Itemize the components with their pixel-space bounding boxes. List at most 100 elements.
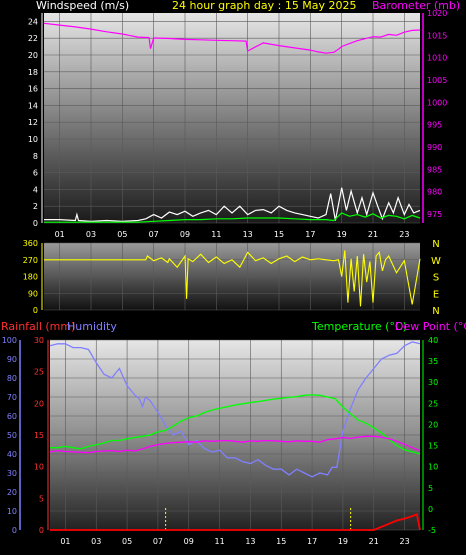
direction-y-tick: 90 bbox=[28, 289, 38, 298]
series-rainfall bbox=[50, 512, 421, 531]
humidity-label: Humidity bbox=[67, 320, 117, 333]
x-tick-label: 23 bbox=[399, 537, 409, 546]
barometer-y-tick: 995 bbox=[427, 121, 442, 130]
wind-y-tick: 2 bbox=[33, 202, 38, 211]
x-tick-label: 21 bbox=[368, 230, 378, 239]
rain-y-tick: 10 bbox=[34, 463, 44, 472]
x-tick-label: 09 bbox=[184, 537, 194, 546]
x-tick-label: 05 bbox=[117, 230, 127, 239]
humidity-y-tick: 100 bbox=[2, 336, 17, 345]
x-tick-label: 01 bbox=[60, 537, 70, 546]
wind-y-tick: 4 bbox=[33, 185, 38, 194]
wind-panel-bg bbox=[44, 13, 420, 223]
dewpoint-label: Dew Point (°C) bbox=[395, 320, 466, 333]
temp-y-tick: 10 bbox=[428, 463, 438, 472]
direction-y-tick: 0 bbox=[33, 306, 38, 315]
wind-y-tick: 8 bbox=[33, 152, 38, 161]
barometer-axis-title: Barometer (mb) bbox=[372, 0, 460, 12]
barometer-y-tick: 975 bbox=[427, 210, 442, 219]
humidity-y-tick: 40 bbox=[7, 450, 17, 459]
x-tick-label: 15 bbox=[274, 230, 284, 239]
x-tick-label: 11 bbox=[214, 537, 224, 546]
series-humidity bbox=[49, 341, 421, 478]
wind-y-tick: 0 bbox=[33, 219, 38, 228]
rain-y-tick: 30 bbox=[34, 336, 44, 345]
temp-y-tick: 15 bbox=[428, 442, 438, 451]
x-tick-label: 01 bbox=[55, 230, 65, 239]
wind-axis-title: Windspeed (m/s) bbox=[36, 0, 129, 12]
x-tick-label: 03 bbox=[91, 537, 101, 546]
wind-y-tick: 6 bbox=[33, 169, 38, 178]
wind-y-tick: 24 bbox=[28, 17, 38, 26]
wind-y-tick: 14 bbox=[28, 101, 38, 110]
humidity-y-tick: 70 bbox=[7, 393, 17, 402]
humidity-y-tick: 20 bbox=[7, 488, 17, 497]
temp-y-tick: 0 bbox=[428, 505, 433, 514]
wind-y-tick: 16 bbox=[28, 85, 38, 94]
series-wind-direction bbox=[44, 250, 421, 307]
humidity-y-tick: 10 bbox=[7, 507, 17, 516]
rain-y-tick: 0 bbox=[39, 526, 44, 535]
compass-label: N bbox=[432, 239, 439, 250]
rain-y-tick: 15 bbox=[34, 431, 44, 440]
x-tick-label: 17 bbox=[305, 230, 315, 239]
barometer-y-tick: 980 bbox=[427, 188, 442, 197]
wind-y-tick: 12 bbox=[28, 118, 38, 127]
x-tick-label: 03 bbox=[86, 230, 96, 239]
series-temperature bbox=[50, 394, 421, 455]
barometer-y-tick: 1005 bbox=[427, 76, 447, 85]
temp-y-tick: 20 bbox=[428, 420, 438, 429]
compass-label: N bbox=[432, 306, 439, 317]
wind-y-tick: 18 bbox=[28, 68, 38, 77]
graph-title: 24 hour graph day : 15 May 2025 bbox=[172, 0, 357, 12]
humidity-y-tick: 30 bbox=[7, 469, 17, 478]
x-tick-label: 09 bbox=[180, 230, 190, 239]
barometer-y-tick: 990 bbox=[427, 143, 442, 152]
barometer-y-tick: 985 bbox=[427, 165, 442, 174]
series-wind bbox=[44, 212, 421, 223]
temp-y-tick: 25 bbox=[428, 399, 438, 408]
compass-label: E bbox=[433, 289, 439, 300]
wind-y-tick: 22 bbox=[28, 34, 38, 43]
temp-y-tick: 5 bbox=[428, 484, 433, 493]
x-tick-label: 15 bbox=[276, 537, 286, 546]
direction-y-tick: 360 bbox=[23, 239, 38, 248]
wind-y-tick: 20 bbox=[28, 51, 38, 60]
x-tick-label: 07 bbox=[153, 537, 163, 546]
x-tick-label: 11 bbox=[211, 230, 221, 239]
x-tick-label: 07 bbox=[149, 230, 159, 239]
barometer-y-tick: 1020 bbox=[427, 9, 447, 18]
x-tick-label: 13 bbox=[243, 230, 253, 239]
x-tick-label: 23 bbox=[399, 230, 409, 239]
temp-y-tick: -5 bbox=[428, 526, 436, 535]
x-tick-label: 19 bbox=[338, 537, 348, 546]
temp-y-tick: 40 bbox=[428, 336, 438, 345]
x-tick-label: 19 bbox=[337, 230, 347, 239]
rain-y-tick: 20 bbox=[34, 399, 44, 408]
x-tick-label: 17 bbox=[307, 537, 317, 546]
rainfall-label: Rainfall (mm) bbox=[1, 320, 75, 333]
x-tick-label: 21 bbox=[369, 537, 379, 546]
humidity-y-tick: 80 bbox=[7, 374, 17, 383]
barometer-y-tick: 1000 bbox=[427, 98, 447, 107]
humidity-y-tick: 60 bbox=[7, 412, 17, 421]
compass-label: W bbox=[431, 256, 441, 267]
temperature-label: Temperature (°C) bbox=[311, 320, 407, 333]
rain-y-tick: 5 bbox=[39, 494, 44, 503]
rain-y-tick: 25 bbox=[34, 368, 44, 377]
series-barometer bbox=[43, 22, 421, 54]
series-gust bbox=[44, 187, 421, 222]
x-tick-label: 05 bbox=[122, 537, 132, 546]
temp-y-tick: 35 bbox=[428, 357, 438, 366]
series-dew-point bbox=[49, 435, 421, 454]
direction-y-tick: 270 bbox=[23, 256, 38, 265]
temp-y-tick: 30 bbox=[428, 378, 438, 387]
wind-y-tick: 10 bbox=[28, 135, 38, 144]
humidity-y-tick: 50 bbox=[7, 431, 17, 440]
compass-label: S bbox=[433, 273, 439, 284]
direction-y-tick: 180 bbox=[23, 273, 38, 282]
barometer-y-tick: 1010 bbox=[427, 54, 447, 63]
humidity-y-tick: 90 bbox=[7, 355, 17, 364]
